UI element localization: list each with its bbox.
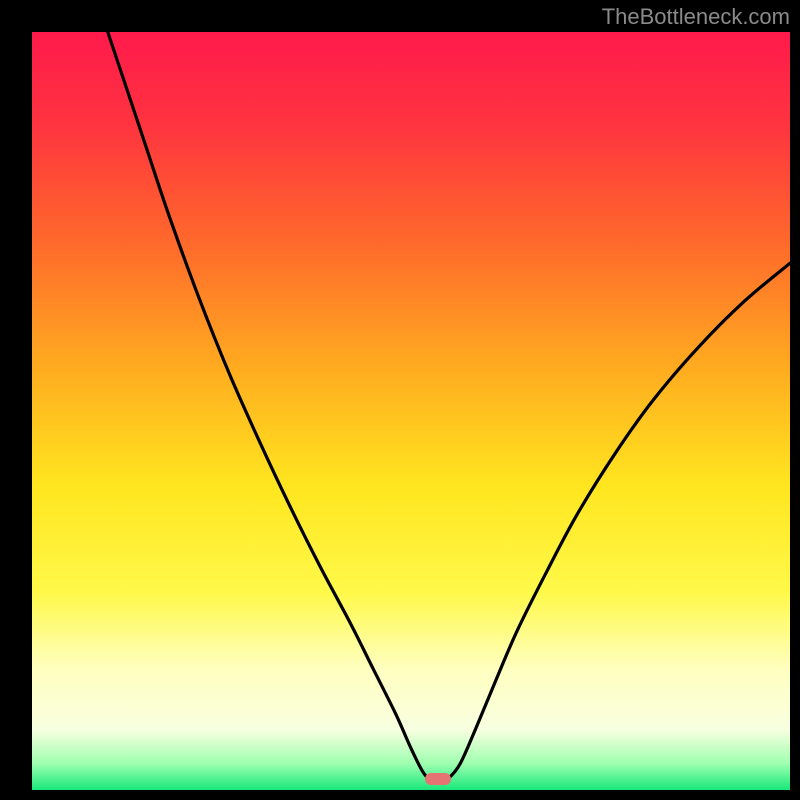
optimal-marker bbox=[425, 773, 451, 785]
plot-area bbox=[32, 32, 790, 790]
bottleneck-chart: TheBottleneck.com bbox=[0, 0, 800, 800]
bottleneck-curve bbox=[32, 32, 790, 790]
source-watermark: TheBottleneck.com bbox=[602, 4, 790, 30]
